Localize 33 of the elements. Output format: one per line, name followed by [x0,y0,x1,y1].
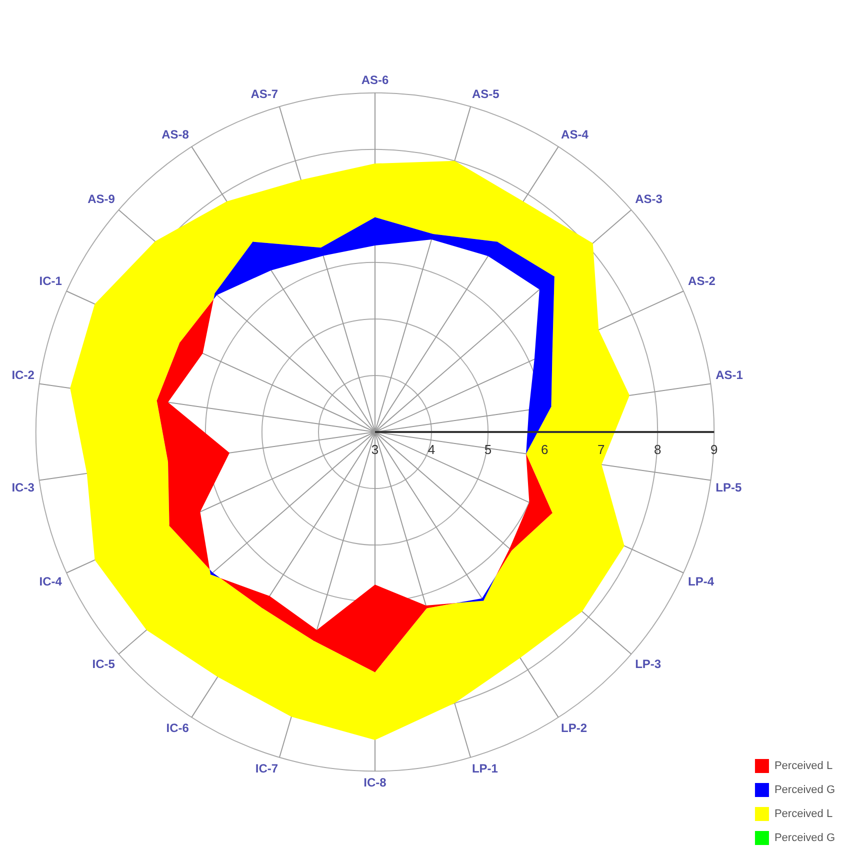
y-tick-label: 8 [654,442,662,458]
y-tick-label: 7 [597,442,605,458]
spoke-label: AS-6 [361,72,389,87]
spoke-label: LP-2 [561,721,588,736]
spoke-label: AS-3 [635,192,663,206]
legend-label: Perceived G [774,832,836,844]
spoke-label: AS-2 [688,274,716,288]
legend-label: Perceived G [774,784,836,796]
spoke-label: LP-3 [635,656,662,671]
spoke-label: AS-5 [472,86,500,101]
spoke-label: AS-8 [162,128,190,142]
spoke-label: LP-1 [472,762,498,776]
spoke-label: IC-7 [255,762,278,776]
spoke-label: IC-1 [39,274,62,288]
y-tick-label: 4 [428,442,436,458]
spoke-label: IC-5 [92,656,116,671]
spoke-label: IC-2 [12,368,35,382]
spoke-label: IC-4 [39,574,62,588]
y-tick-label: 9 [710,442,718,458]
spoke-label: AS-4 [561,128,589,142]
spoke-label: IC-6 [166,721,190,736]
y-tick-label: 5 [484,442,492,458]
y-tick-label: 3 [371,442,379,458]
spoke-label: AS-1 [716,368,744,382]
spoke-label: IC-3 [12,480,35,494]
spoke-label: LP-5 [716,480,742,494]
spoke-label: IC-8 [364,776,387,790]
spoke-label: LP-4 [688,574,714,588]
legend-label: Perceived L [774,760,833,772]
spoke-label: AS-9 [88,192,116,206]
legend-label: Perceived L [774,808,833,820]
y-tick-label: 6 [540,442,548,458]
spoke-label: AS-7 [250,86,278,101]
